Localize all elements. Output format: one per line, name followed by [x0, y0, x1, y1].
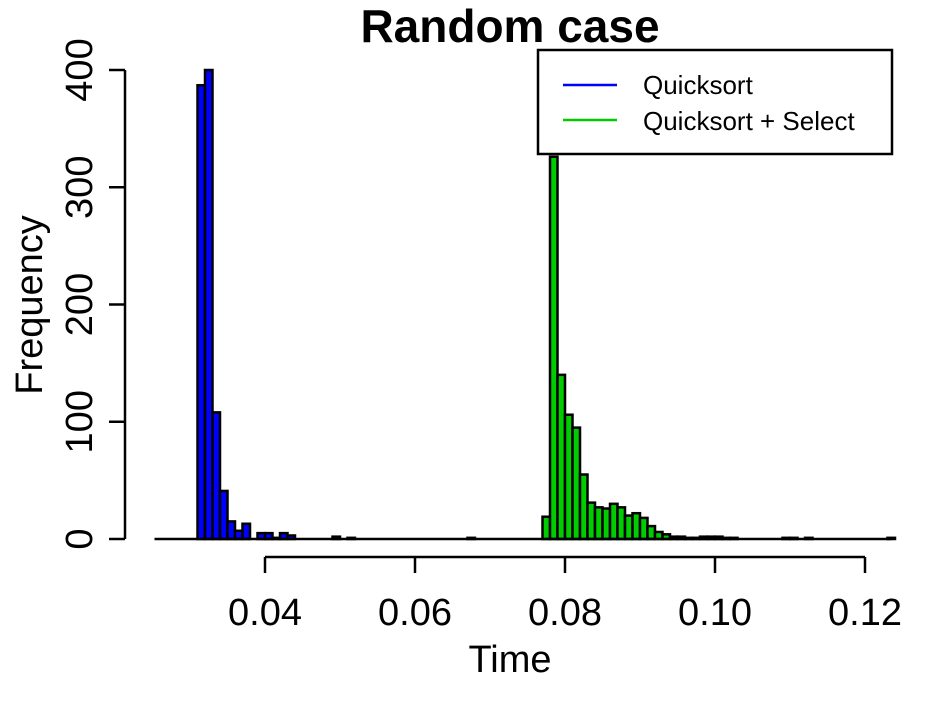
y-tick-label: 200 [59, 273, 101, 336]
y-tick-label: 300 [59, 156, 101, 219]
y-tick-label: 400 [59, 38, 101, 101]
series-quicksort-select [541, 155, 897, 541]
y-axis-label: Frequency [9, 215, 51, 395]
x-tick-label: 0.12 [828, 592, 902, 634]
x-tick-label: 0.10 [678, 592, 752, 634]
bars-layer [154, 68, 897, 541]
y-tick-label: 0 [59, 528, 101, 549]
histogram-bar [241, 522, 252, 541]
x-tick-label: 0.08 [528, 592, 602, 634]
legend-label-quicksort: Quicksort [643, 70, 754, 100]
series-quicksort [196, 68, 477, 541]
y-axis: 0 100 200 300 400 [59, 38, 127, 550]
chart-title: Random case [360, 0, 659, 52]
legend-box [536, 48, 894, 156]
x-tick-label: 0.04 [228, 592, 302, 634]
y-tick-label: 100 [59, 390, 101, 453]
x-axis-label: Time [468, 639, 551, 681]
x-tick-label: 0.06 [378, 592, 452, 634]
x-axis: 0.04 0.06 0.08 0.10 0.12 [228, 555, 902, 634]
legend-label-quicksort-select: Quicksort + Select [643, 106, 855, 136]
legend: Quicksort Quicksort + Select [536, 48, 894, 156]
